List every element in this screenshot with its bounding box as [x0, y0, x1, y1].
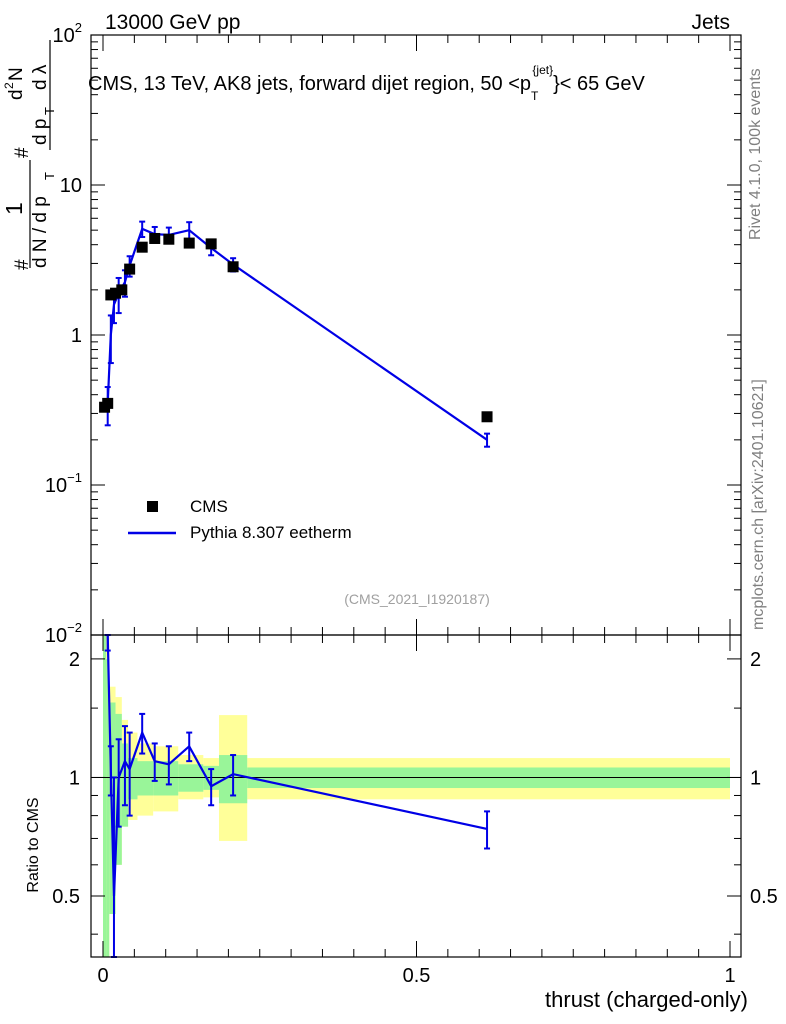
main-y-tick-base: 10 — [45, 475, 67, 497]
main-y-tick-label: 10−1 — [45, 470, 82, 497]
legend: CMS Pythia 8.307 eetherm — [128, 497, 352, 542]
ratio-error-bar — [126, 731, 133, 817]
cms-data-point — [481, 411, 493, 423]
main-y-tick-exponent: 2 — [75, 20, 82, 35]
cms-data-point — [124, 263, 136, 275]
cms-data-point — [227, 261, 239, 273]
mc-error-bar — [107, 314, 114, 365]
ratio-y-tick-label-left: 0.5 — [52, 886, 80, 908]
main-y-tick-base: 1 — [71, 325, 82, 347]
ylabel-dlambda: d λ — [30, 64, 51, 90]
ratio-y-axis-label: Ratio to CMS — [25, 797, 42, 892]
main-y-tick-base: 10 — [53, 25, 75, 47]
ylabel-one: 1 — [1, 202, 27, 215]
mc-error-bar — [139, 220, 146, 239]
chart-title-main: CMS, 13 TeV, AK8 jets, forward dijet reg… — [88, 73, 531, 95]
ratio-y-tick-label-right: 2 — [750, 649, 761, 671]
ratio-panel: 0.5 0.5 1 1 2 2 0 0.5 1 — [52, 634, 778, 987]
mc-error-bar — [484, 432, 491, 448]
ylabel-den: d N / d p — [30, 196, 51, 268]
rivet-label: Rivet 4.1.0, 100k events — [747, 68, 764, 240]
main-y-tick-label: 1 — [71, 325, 82, 347]
cms-data-point — [205, 238, 217, 250]
ylabel-num-d: d — [6, 89, 27, 100]
ratio-band-inner — [128, 758, 138, 800]
legend-cms-label: CMS — [190, 497, 228, 516]
main-y-tick-exponent: −1 — [67, 470, 82, 485]
ylabel-hash1: # — [12, 259, 33, 270]
chart-title: CMS, 13 TeV, AK8 jets, forward dijet reg… — [88, 63, 645, 103]
cms-data-point — [110, 287, 122, 299]
cms-data-point — [183, 237, 195, 249]
watermark: (CMS_2021_I1920187) — [344, 591, 490, 607]
category-label: Jets — [691, 11, 730, 34]
ratio-band-inner — [106, 658, 110, 957]
ratio-error-bar — [186, 731, 193, 763]
ratio-error-bar — [115, 738, 122, 828]
main-y-tick-base: 10 — [45, 625, 67, 647]
ratio-error-bar — [151, 742, 158, 782]
x-tick-label: 1 — [724, 965, 735, 987]
ratio-band-inner — [103, 635, 107, 957]
mc-series-line — [106, 227, 488, 441]
cms-data-point — [163, 233, 175, 245]
cms-data-point — [149, 232, 161, 244]
mcplots-label: mcplots.cern.ch [arXiv:2401.10621] — [750, 379, 767, 630]
ratio-y-tick-label-right: 1 — [750, 767, 761, 789]
ylabel-num-sup: 2 — [2, 82, 16, 89]
ratio-y-tick-label-right: 0.5 — [750, 886, 778, 908]
ratio-error-bar — [165, 745, 172, 786]
ylabel-den-sub: T — [42, 172, 57, 180]
chart-title-tail: }< 65 GeV — [553, 73, 645, 95]
main-y-tick-label: 10 — [60, 175, 82, 197]
ratio-band-inner — [153, 761, 179, 796]
legend-cms-marker — [147, 501, 158, 512]
ylabel-hash2: # — [12, 147, 33, 158]
cms-data-point — [102, 397, 114, 409]
ratio-band-inner — [137, 761, 154, 796]
main-y-tick-label: 10−2 — [45, 620, 82, 647]
ylabel-num-N: N — [6, 67, 27, 81]
legend-mc-label: Pythia 8.307 eetherm — [190, 523, 352, 542]
cms-data-point — [116, 284, 128, 296]
ratio-error-bar — [208, 768, 215, 807]
ratio-error-bar — [121, 725, 128, 807]
main-y-axis-label: # 1 d N / d p T # d p T d λ d 2 N — [1, 40, 57, 270]
chart-title-sup: {jet} — [532, 63, 553, 77]
ratio-error-bar — [230, 754, 237, 797]
x-tick-label: 0.5 — [403, 965, 431, 987]
ratio-band-inner — [178, 764, 204, 792]
ratio-y-tick-label-left: 1 — [69, 767, 80, 789]
energy-label: 13000 GeV pp — [105, 11, 240, 34]
main-y-tick-base: 10 — [60, 175, 82, 197]
main-frame — [90, 34, 742, 636]
ratio-y-tick-label-left: 2 — [69, 649, 80, 671]
ratio-error-bar — [139, 712, 146, 755]
cms-data-point — [136, 241, 148, 253]
ylabel-dpt: d p — [30, 119, 51, 145]
ratio-error-bar — [107, 745, 114, 797]
chart-title-sub: T — [531, 89, 539, 103]
x-axis-label: thrust (charged-only) — [545, 987, 748, 1012]
ratio-error-bar — [484, 810, 491, 850]
x-tick-label: 0 — [97, 965, 108, 987]
main-y-tick-label: 102 — [53, 20, 82, 47]
main-y-tick-exponent: −2 — [67, 620, 82, 635]
